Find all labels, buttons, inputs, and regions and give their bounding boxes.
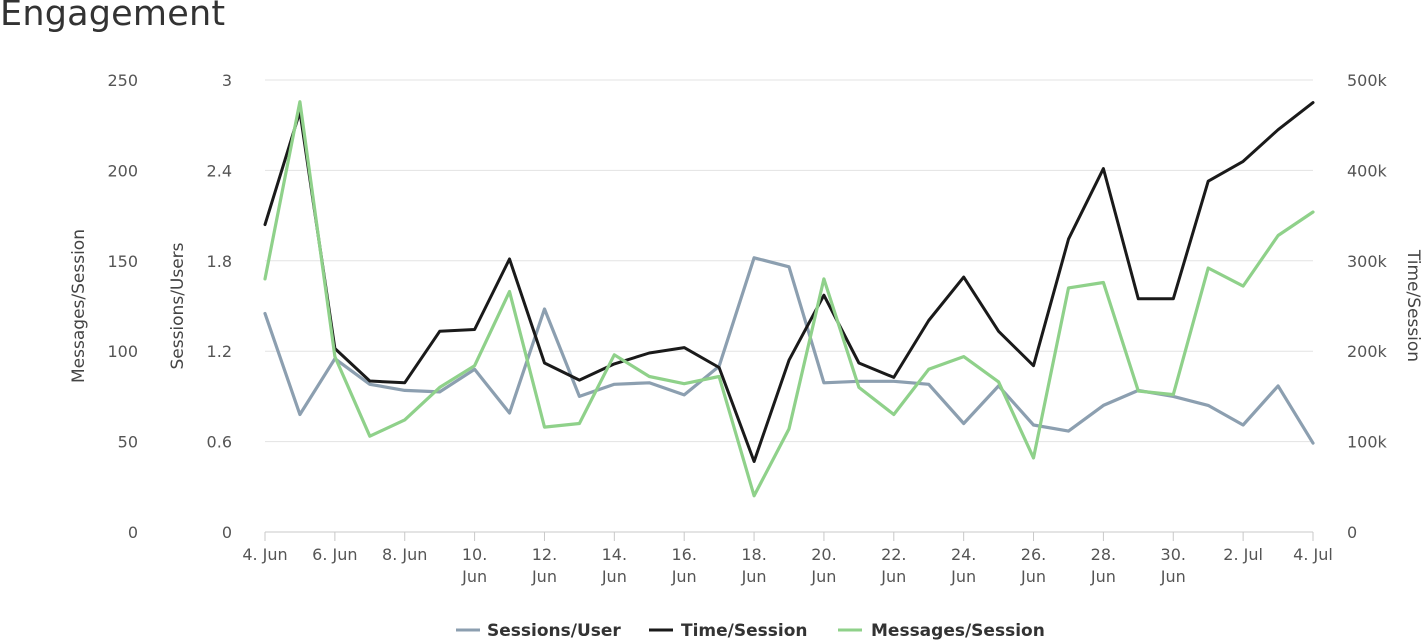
x-tick-label: 16. Jun [671, 545, 697, 586]
chart-title: Engagement [0, 0, 226, 34]
legend-item-sessions-user[interactable]: Sessions/User [456, 621, 621, 641]
x-tick-label: 4. Jul [1293, 545, 1333, 564]
time-axis-tick-label: 100k [1347, 433, 1388, 452]
time-axis-tick-label: 500k [1347, 71, 1388, 90]
legend-item-messages-session[interactable]: Messages/Session [838, 621, 1045, 641]
legend-item-time-session[interactable]: Time/Session [649, 621, 808, 641]
x-tick-label: 14. Jun [601, 545, 627, 586]
messages-axis-tick-label: 100 [107, 342, 138, 361]
series-line-messages-session[interactable] [263, 100, 1315, 498]
x-tick-label: 30. Jun [1160, 545, 1186, 586]
x-tick-label: 24. Jun [950, 545, 976, 586]
messages-axis-tick-label: 250 [107, 71, 138, 90]
time-axis-tick-label: 300k [1347, 252, 1388, 271]
messages-axis-tick-label: 50 [118, 433, 138, 452]
x-tick-label: 10. Jun [461, 545, 487, 586]
sessions-axis-tick-label: 2.4 [207, 161, 232, 180]
legend-label: Messages/Session [871, 621, 1045, 641]
x-tick-label: 18. Jun [741, 545, 767, 586]
legend-label: Sessions/User [487, 621, 621, 641]
series-line-sessions-user[interactable] [263, 256, 1315, 445]
x-tick-label: 22. Jun [880, 545, 906, 586]
axes: 4. Jun 6. Jun 8. Jun 10. Jun 12. Jun 14. Jun 16. J… [69, 71, 1423, 586]
gridlines [265, 79, 1313, 533]
x-tick-label: 28. Jun [1090, 545, 1116, 586]
legend: Sessions/User Time/Session Messages/Sessio… [456, 621, 1045, 641]
x-tick-label: 26. Jun [1020, 545, 1046, 586]
time-axis-title: Time/Session [1403, 249, 1423, 362]
legend-label: Time/Session [681, 621, 808, 641]
messages-axis-tick-label: 150 [107, 252, 138, 271]
sessions-axis-tick-label: 1.2 [207, 342, 232, 361]
sessions-axis-tick-label: 1.8 [207, 252, 232, 271]
x-tick-label: 20. Jun [810, 545, 836, 586]
sessions-axis-tick-label: 0.6 [207, 433, 232, 452]
x-tick-label: 4. Jun [242, 545, 287, 564]
time-axis-tick-label: 0 [1347, 523, 1357, 542]
messages-axis-title: Messages/Session [69, 229, 89, 383]
messages-axis-tick-label: 200 [107, 161, 138, 180]
series-lines [263, 100, 1315, 498]
sessions-axis-tick-label: 0 [222, 523, 232, 542]
x-tick-label: 12. Jun [531, 545, 557, 586]
sessions-axis-tick-label: 3 [222, 71, 232, 90]
x-tick-label: 8. Jun [382, 545, 427, 564]
sessions-axis-title: Sessions/Users [168, 242, 188, 369]
time-axis-tick-label: 400k [1347, 161, 1388, 180]
series-line-time-session[interactable] [263, 101, 1315, 463]
time-axis-tick-label: 200k [1347, 342, 1388, 361]
x-tick-label: 6. Jun [312, 545, 357, 564]
messages-axis-tick-label: 0 [128, 523, 138, 542]
x-tick-label: 2. Jul [1223, 545, 1263, 564]
